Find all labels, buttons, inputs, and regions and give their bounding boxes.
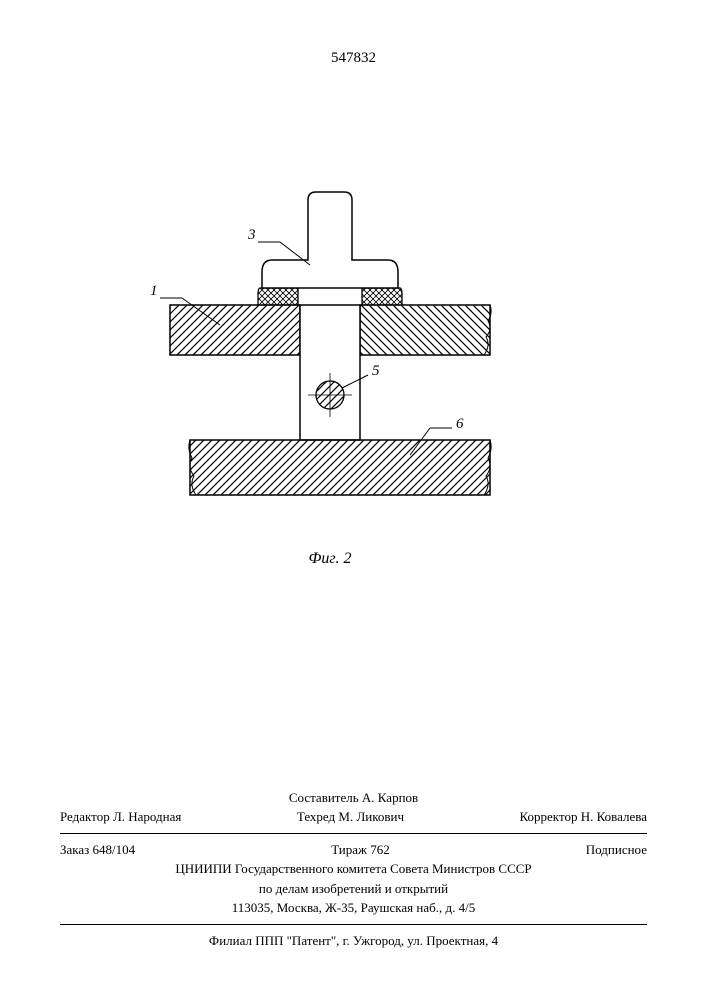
addr: 113035, Москва, Ж-35, Раушская наб., д. … xyxy=(60,898,647,918)
org1: ЦНИИПИ Государственного комитета Совета … xyxy=(60,859,647,879)
filial: Филиал ППП "Патент", г. Ужгород, ул. Про… xyxy=(60,931,647,951)
label-5: 5 xyxy=(372,363,380,380)
sostavitel: Составитель А. Карпов xyxy=(60,788,647,808)
org2: по делам изобретений и открытий xyxy=(60,879,647,899)
colophon: Составитель А. Карпов Редактор Л. Народн… xyxy=(60,788,647,951)
divider-2 xyxy=(60,924,647,925)
figure-2: 1 3 5 6 Фиг. 2 xyxy=(130,170,530,520)
tehred: Техред М. Ликович xyxy=(297,807,404,827)
divider xyxy=(60,833,647,834)
redaktor: Редактор Л. Народная xyxy=(60,807,181,827)
tirazh: Тираж 762 xyxy=(331,840,390,860)
podpisnoe: Подписное xyxy=(586,840,647,860)
label-3: 3 xyxy=(248,227,256,244)
label-1: 1 xyxy=(150,283,158,300)
label-6: 6 xyxy=(456,416,464,433)
korrektor: Корректор Н. Ковалева xyxy=(520,807,647,827)
figure-caption: Фиг. 2 xyxy=(130,550,530,568)
zakaz: Заказ 648/104 xyxy=(60,840,135,860)
page-number: 547832 xyxy=(0,50,707,67)
